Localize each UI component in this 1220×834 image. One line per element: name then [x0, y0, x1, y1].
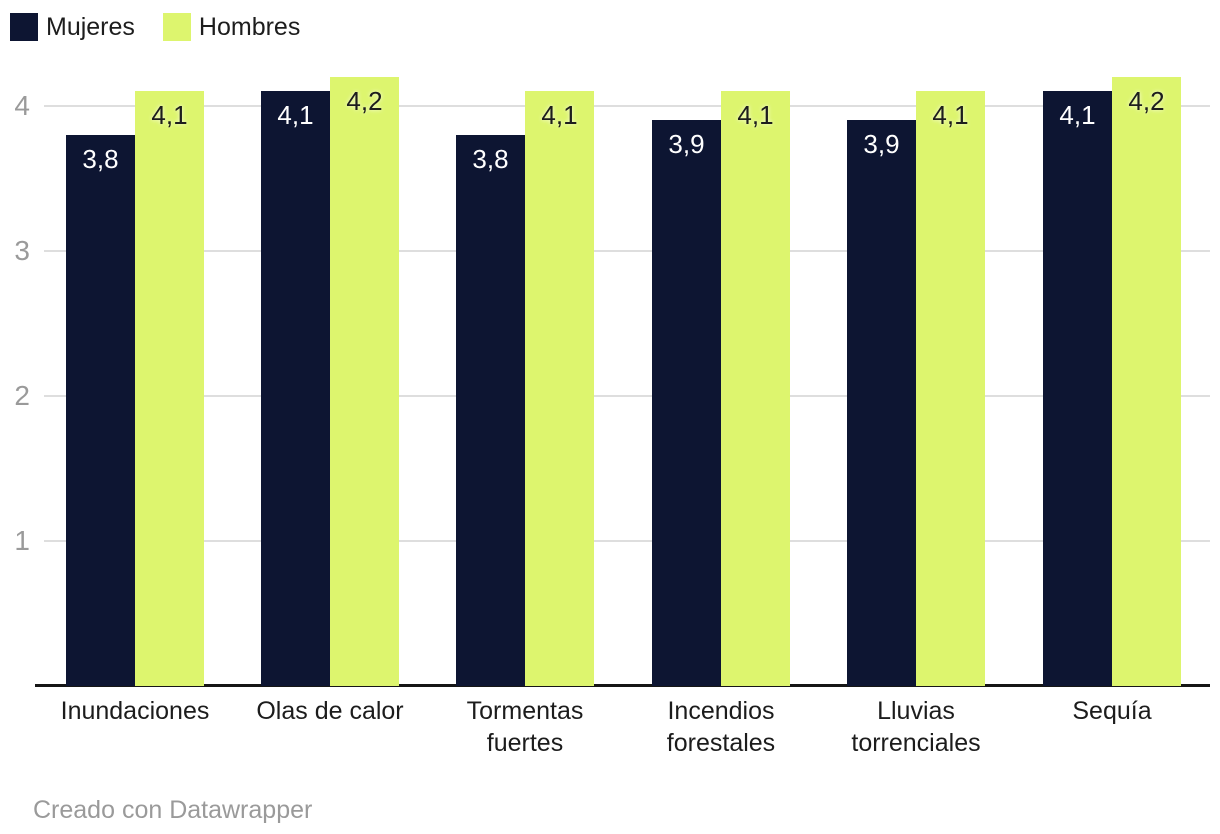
bar-hombres: 4,1 [135, 91, 204, 686]
y-gridline [44, 395, 1210, 397]
bar-mujeres: 3,9 [847, 120, 916, 686]
bar-value-label: 4,2 [1128, 86, 1165, 116]
bar-value-label: 3,8 [472, 144, 509, 174]
attribution-text: Creado con Datawrapper [33, 796, 313, 824]
bar-hombres: 4,2 [330, 77, 399, 686]
y-gridline [44, 250, 1210, 252]
bar-hombres: 4,1 [916, 91, 985, 686]
bar-value-label: 4,1 [737, 100, 774, 130]
legend-swatch-hombres [162, 13, 191, 41]
bar-mujeres: 4,1 [261, 91, 330, 686]
bar-value-label: 4,1 [151, 100, 188, 130]
y-gridline [44, 540, 1210, 542]
x-axis-category-label: Incendios forestales [666, 697, 776, 757]
legend: Mujeres Hombres [10, 13, 300, 41]
bar-mujeres: 3,8 [66, 135, 135, 686]
bar-value-label: 4,1 [932, 100, 969, 130]
y-axis-tick-label: 3 [14, 235, 30, 266]
bar-hombres: 4,2 [1112, 77, 1181, 686]
x-axis-line [35, 684, 1210, 687]
bar-value-label: 4,1 [1059, 100, 1096, 130]
legend-label-mujeres: Mujeres [46, 13, 135, 41]
x-axis-category-label: Tormentas fuertes [466, 697, 584, 757]
y-gridline [44, 105, 1210, 107]
x-axis-category-label: Olas de calor [256, 697, 404, 725]
bar-mujeres: 4,1 [1043, 91, 1112, 686]
x-axis-category-label: Inundaciones [60, 697, 210, 725]
bar-value-label: 4,2 [346, 86, 383, 116]
x-axis-category-label: Sequía [1072, 697, 1152, 725]
bar-value-label: 3,9 [668, 129, 705, 159]
bar-value-label: 4,1 [541, 100, 578, 130]
y-axis-tick-label: 2 [14, 380, 30, 411]
bar-mujeres: 3,8 [456, 135, 525, 686]
bar-hombres: 4,1 [721, 91, 790, 686]
legend-item-hombres: Hombres [162, 13, 301, 41]
y-axis-tick-label: 4 [14, 90, 30, 121]
x-axis-category-label: Lluvias torrenciales [851, 697, 981, 757]
bar-value-label: 3,9 [863, 129, 900, 159]
bar-hombres: 4,1 [525, 91, 594, 686]
legend-item-mujeres: Mujeres [10, 13, 135, 41]
bar-value-label: 4,1 [277, 100, 314, 130]
bar-value-label: 3,8 [82, 144, 119, 174]
legend-label-hombres: Hombres [198, 13, 301, 41]
y-axis-tick-label: 1 [14, 525, 30, 556]
legend-swatch-mujeres [10, 13, 38, 41]
bar-mujeres: 3,9 [652, 120, 721, 686]
